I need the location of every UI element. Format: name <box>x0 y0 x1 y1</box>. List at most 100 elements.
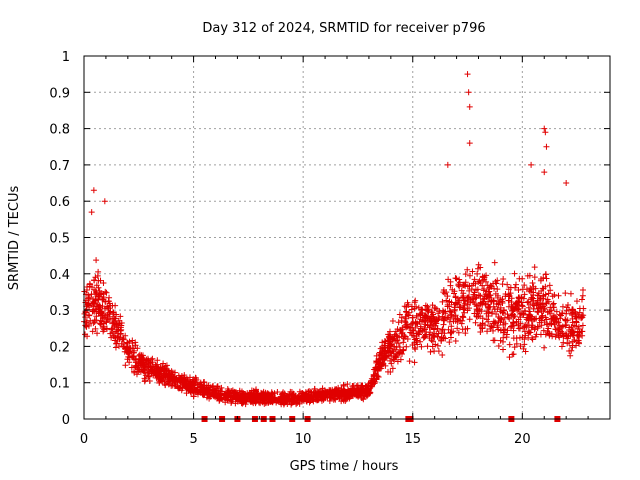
data-point <box>90 187 97 194</box>
data-point <box>162 363 169 370</box>
data-point <box>103 326 110 333</box>
data-point <box>506 341 513 348</box>
data-point <box>520 310 527 317</box>
data-point <box>536 304 543 311</box>
data-point <box>395 340 402 347</box>
data-point <box>126 359 133 366</box>
data-point <box>381 344 388 351</box>
data-point <box>413 312 420 319</box>
data-point <box>274 398 281 405</box>
x-tick-label: 10 <box>295 432 312 447</box>
data-point <box>100 296 107 303</box>
data-point <box>547 304 554 311</box>
data-point <box>306 391 313 398</box>
data-point <box>579 322 586 329</box>
data-point <box>497 308 504 315</box>
y-tick-label: 0.5 <box>49 232 70 247</box>
data-point <box>363 392 370 399</box>
data-point <box>372 378 379 385</box>
data-point <box>408 330 415 337</box>
data-point <box>526 329 533 336</box>
data-point <box>424 307 431 314</box>
data-point <box>502 291 509 298</box>
data-point <box>559 323 566 330</box>
y-tick-label: 0 <box>62 413 70 428</box>
data-point <box>546 320 553 327</box>
data-point <box>555 292 562 299</box>
y-tick-label: 1 <box>62 50 70 65</box>
data-point <box>530 316 537 323</box>
data-point <box>554 325 561 332</box>
data-point <box>301 392 308 399</box>
data-point <box>145 360 152 367</box>
data-point <box>389 365 396 372</box>
data-point <box>482 291 489 298</box>
data-point <box>229 394 236 401</box>
y-tick-label: 0.7 <box>49 159 70 174</box>
data-point <box>396 350 403 357</box>
data-point <box>571 337 578 344</box>
data-point <box>439 351 446 358</box>
data-point <box>494 292 501 299</box>
data-point <box>122 332 129 339</box>
x-tick-label: 5 <box>189 432 197 447</box>
data-point <box>228 400 235 407</box>
data-point <box>450 318 457 325</box>
data-point <box>521 291 528 298</box>
data-point <box>95 268 102 275</box>
data-point <box>441 290 448 297</box>
data-point <box>403 322 410 329</box>
data-point <box>513 340 520 347</box>
data-point <box>452 301 459 308</box>
data-point <box>490 318 497 325</box>
data-point <box>221 391 228 398</box>
data-point <box>490 297 497 304</box>
data-point <box>99 303 106 310</box>
data-point <box>528 335 535 342</box>
data-point <box>449 286 456 293</box>
data-point <box>198 382 205 389</box>
data-point <box>114 330 121 337</box>
data-point <box>379 349 386 356</box>
data-point <box>460 282 467 289</box>
data-point <box>545 298 552 305</box>
data-point <box>540 327 547 334</box>
data-point <box>86 280 93 287</box>
data-point <box>549 333 556 340</box>
data-point <box>214 394 221 401</box>
data-point <box>531 264 538 271</box>
data-point <box>534 325 541 332</box>
data-point <box>538 322 545 329</box>
data-point <box>373 358 380 365</box>
data-point <box>201 382 208 389</box>
data-point <box>157 368 164 375</box>
y-tick-label: 0.4 <box>49 268 70 283</box>
data-point <box>409 314 416 321</box>
data-point <box>472 287 479 294</box>
data-point <box>172 375 179 382</box>
data-point <box>97 277 104 284</box>
data-point <box>434 342 441 349</box>
data-point <box>172 369 179 376</box>
data-point <box>174 376 181 383</box>
data-point <box>118 320 125 327</box>
data-point <box>370 371 377 378</box>
data-point <box>469 295 476 302</box>
data-point <box>466 305 473 312</box>
data-point <box>411 359 418 366</box>
data-point <box>339 392 346 399</box>
data-point <box>400 346 407 353</box>
data-point <box>122 362 129 369</box>
data-point <box>438 328 445 335</box>
data-point <box>280 396 287 402</box>
data-point <box>419 307 426 314</box>
data-point <box>440 315 447 322</box>
axis-ticks <box>83 55 610 420</box>
data-point <box>444 314 451 321</box>
data-point <box>456 283 463 290</box>
y-tick-label: 0.9 <box>49 86 70 101</box>
data-point <box>86 321 93 328</box>
data-point <box>191 376 198 383</box>
data-point <box>530 305 537 312</box>
